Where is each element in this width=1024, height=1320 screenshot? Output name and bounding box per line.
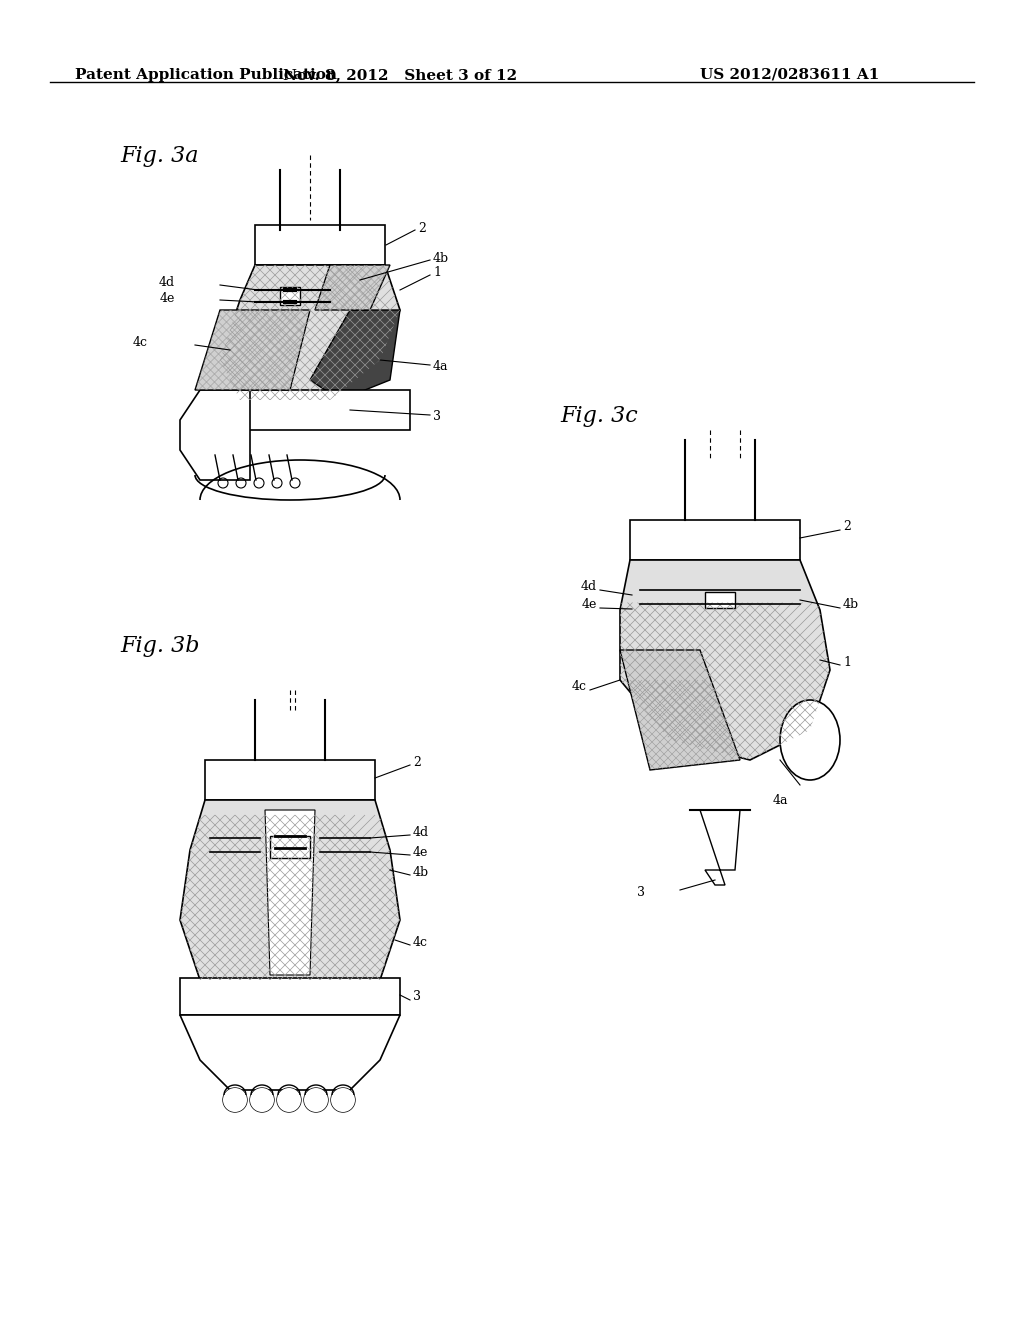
Circle shape	[223, 1088, 247, 1111]
Polygon shape	[200, 389, 410, 430]
Text: US 2012/0283611 A1: US 2012/0283611 A1	[700, 69, 880, 82]
Ellipse shape	[780, 700, 840, 780]
Text: 4b: 4b	[433, 252, 450, 264]
Circle shape	[304, 1088, 328, 1111]
Text: Fig. 3b: Fig. 3b	[120, 635, 200, 657]
Polygon shape	[205, 760, 375, 800]
Polygon shape	[180, 978, 400, 1015]
Polygon shape	[180, 800, 400, 979]
Text: 4c: 4c	[413, 936, 428, 949]
Text: 4a: 4a	[773, 793, 788, 807]
Bar	[705, 591, 735, 609]
Polygon shape	[220, 265, 400, 400]
Text: 3: 3	[413, 990, 421, 1003]
Polygon shape	[180, 389, 250, 480]
Text: Patent Application Publication: Patent Application Publication	[75, 69, 337, 82]
Text: 2: 2	[418, 222, 426, 235]
Circle shape	[278, 1088, 301, 1111]
Circle shape	[331, 1088, 355, 1111]
Polygon shape	[315, 265, 390, 310]
Bar	[280, 286, 300, 305]
Text: Nov. 8, 2012   Sheet 3 of 12: Nov. 8, 2012 Sheet 3 of 12	[283, 69, 517, 82]
Text: 4e: 4e	[413, 846, 428, 858]
Text: 4e: 4e	[582, 598, 597, 611]
Text: 4d: 4d	[581, 581, 597, 594]
Text: 3: 3	[637, 887, 645, 899]
Circle shape	[250, 1088, 274, 1111]
Text: Fig. 3a: Fig. 3a	[120, 145, 199, 168]
Polygon shape	[265, 810, 315, 975]
Polygon shape	[255, 224, 385, 265]
Text: 4b: 4b	[413, 866, 429, 879]
Text: 2: 2	[843, 520, 851, 533]
Text: 4e: 4e	[160, 292, 175, 305]
Polygon shape	[195, 310, 310, 389]
Polygon shape	[700, 810, 740, 884]
Text: 1: 1	[843, 656, 851, 668]
Polygon shape	[620, 560, 830, 760]
Text: 1: 1	[433, 265, 441, 279]
Text: 4c: 4c	[572, 681, 587, 693]
Bar	[270, 836, 310, 858]
Polygon shape	[310, 310, 400, 400]
Text: 4a: 4a	[433, 360, 449, 374]
Text: 2: 2	[413, 755, 421, 768]
Text: 4c: 4c	[133, 337, 148, 350]
Polygon shape	[630, 520, 800, 560]
Text: Fig. 3c: Fig. 3c	[560, 405, 638, 426]
Text: 3: 3	[433, 411, 441, 424]
Polygon shape	[180, 1015, 400, 1090]
Text: 4b: 4b	[843, 598, 859, 611]
Text: 4d: 4d	[413, 825, 429, 838]
Text: 4d: 4d	[159, 276, 175, 289]
Polygon shape	[620, 649, 740, 770]
